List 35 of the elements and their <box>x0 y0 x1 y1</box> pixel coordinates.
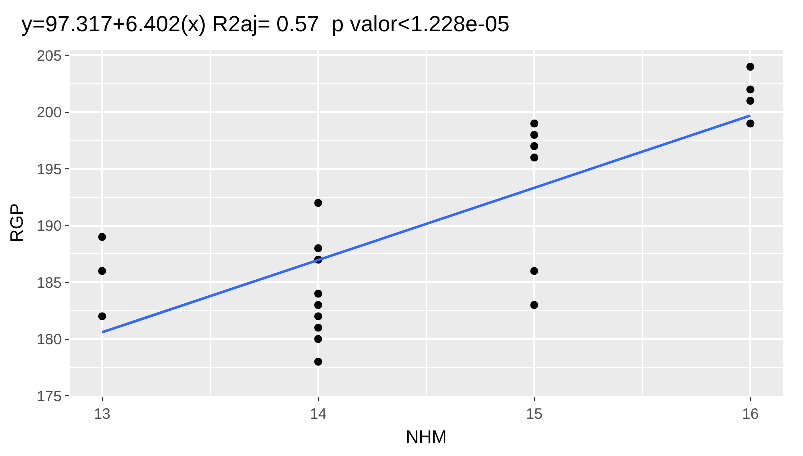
y-tick-label: 175 <box>36 388 62 406</box>
point <box>98 233 106 242</box>
point <box>530 154 539 162</box>
point <box>98 267 106 276</box>
point <box>314 244 322 253</box>
point <box>314 335 322 344</box>
point <box>746 120 755 128</box>
point <box>314 312 322 321</box>
point <box>746 86 755 94</box>
x-tick-label: 14 <box>310 406 327 423</box>
point <box>746 63 755 72</box>
chart-title: y=97.317+6.402(x) R2aj= 0.57 p valor<1.228e-05 <box>22 11 510 36</box>
point <box>314 358 322 366</box>
y-tick-label: 190 <box>36 218 62 236</box>
point <box>314 290 322 298</box>
point <box>746 97 755 106</box>
y-tick-label: 195 <box>36 161 62 178</box>
x-tick-label: 16 <box>742 406 759 423</box>
y-axis-title: RGP <box>7 203 28 243</box>
x-axis-title: NHM <box>406 427 447 448</box>
point <box>530 301 539 310</box>
point <box>530 131 539 140</box>
point <box>98 312 106 321</box>
y-tick-label: 205 <box>36 48 62 65</box>
point <box>314 301 322 310</box>
y-tick-label: 180 <box>36 332 62 349</box>
x-tick-label: 15 <box>526 406 543 423</box>
x-tick-label: 13 <box>94 406 111 423</box>
point <box>530 120 539 128</box>
point <box>314 199 322 208</box>
y-tick-label: 185 <box>36 274 62 292</box>
y-tick-label: 200 <box>36 104 62 122</box>
point <box>314 324 322 332</box>
point <box>530 142 539 150</box>
point <box>530 267 539 276</box>
